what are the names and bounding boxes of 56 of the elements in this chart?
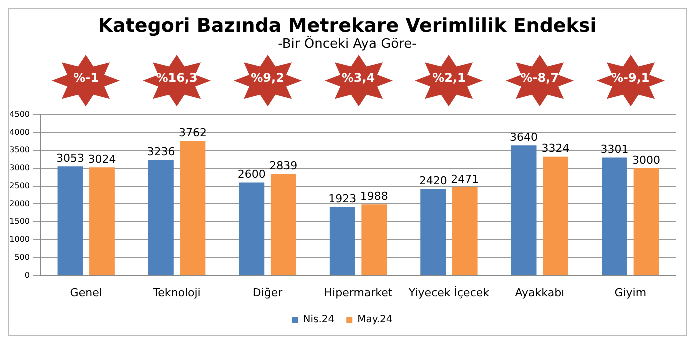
data-label: 3024 — [88, 152, 116, 166]
data-label: 2600 — [238, 168, 266, 182]
text: %16,3 — [155, 71, 199, 85]
chart-subtitle: -Bir Önceki Aya Göre- — [277, 37, 418, 52]
text: %9,2 — [250, 71, 286, 85]
legend-label: May.24 — [358, 314, 393, 326]
data-label: 3301 — [600, 143, 629, 156]
text: %-1 — [72, 71, 100, 85]
y-tick-label: 2500 — [10, 181, 30, 190]
bar — [90, 168, 115, 276]
bar — [58, 166, 84, 276]
text: %-9,1 — [610, 71, 651, 85]
data-label: 3236 — [147, 145, 176, 158]
x-tick-label: Ayakkabı — [515, 286, 565, 300]
text: %-8,7 — [520, 71, 560, 85]
data-label: 1988 — [360, 190, 388, 204]
x-tick-label: Teknoloji — [152, 286, 201, 300]
y-tick-label: 0 — [24, 270, 30, 280]
bar — [362, 204, 388, 276]
bar — [148, 160, 174, 276]
y-tick-label: 2000 — [10, 199, 30, 208]
chart-title: Kategori Bazında Metrekare Verimlilik Endeksi — [97, 15, 598, 37]
bar — [239, 182, 265, 276]
data-label: 3762 — [178, 126, 207, 140]
data-label: 3640 — [510, 130, 538, 144]
y-tick-label: 1000 — [10, 235, 30, 244]
y-tick-label: 500 — [14, 252, 30, 262]
text: %2,1 — [432, 71, 467, 85]
y-tick-label: 4000 — [10, 128, 30, 137]
bar — [180, 141, 206, 276]
data-label: 3324 — [542, 142, 570, 156]
bar — [420, 189, 446, 276]
data-label: 3053 — [56, 152, 84, 165]
data-label: 2471 — [451, 172, 480, 186]
bar — [511, 146, 537, 276]
bar — [270, 174, 296, 276]
data-label: 3000 — [632, 154, 661, 167]
y-tick-label: 3000 — [10, 164, 30, 173]
data-label: 1923 — [328, 192, 357, 206]
bar — [330, 207, 356, 276]
text: %3,4 — [340, 71, 376, 85]
bar — [634, 168, 660, 276]
data-label: 2420 — [419, 174, 448, 188]
x-tick-label: Diğer — [252, 286, 284, 300]
data-label: 2839 — [270, 160, 298, 173]
bar — [602, 158, 628, 276]
y-tick-label: 3500 — [10, 146, 30, 155]
bar — [543, 156, 569, 276]
y-tick-label: 1500 — [10, 217, 30, 226]
bar — [452, 187, 478, 276]
x-tick-label: Yiyecek İçecek — [408, 285, 490, 300]
y-tick-label: 4500 — [10, 110, 30, 119]
legend-label: Nis.24 — [303, 314, 335, 326]
x-tick-label: Giyim — [614, 286, 647, 300]
x-tick-label: Genel — [70, 286, 102, 300]
x-tick-label: Hipermarket — [324, 286, 394, 300]
